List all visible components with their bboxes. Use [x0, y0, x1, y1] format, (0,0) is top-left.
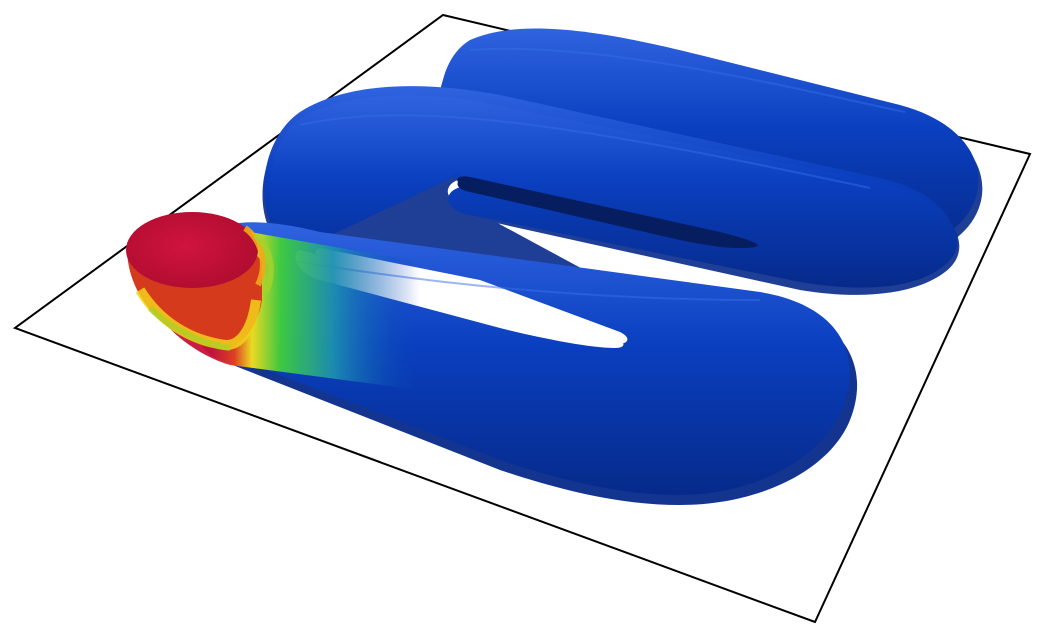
serpentine-channel [184, 28, 983, 505]
inlet-heat-spot [126, 212, 420, 390]
